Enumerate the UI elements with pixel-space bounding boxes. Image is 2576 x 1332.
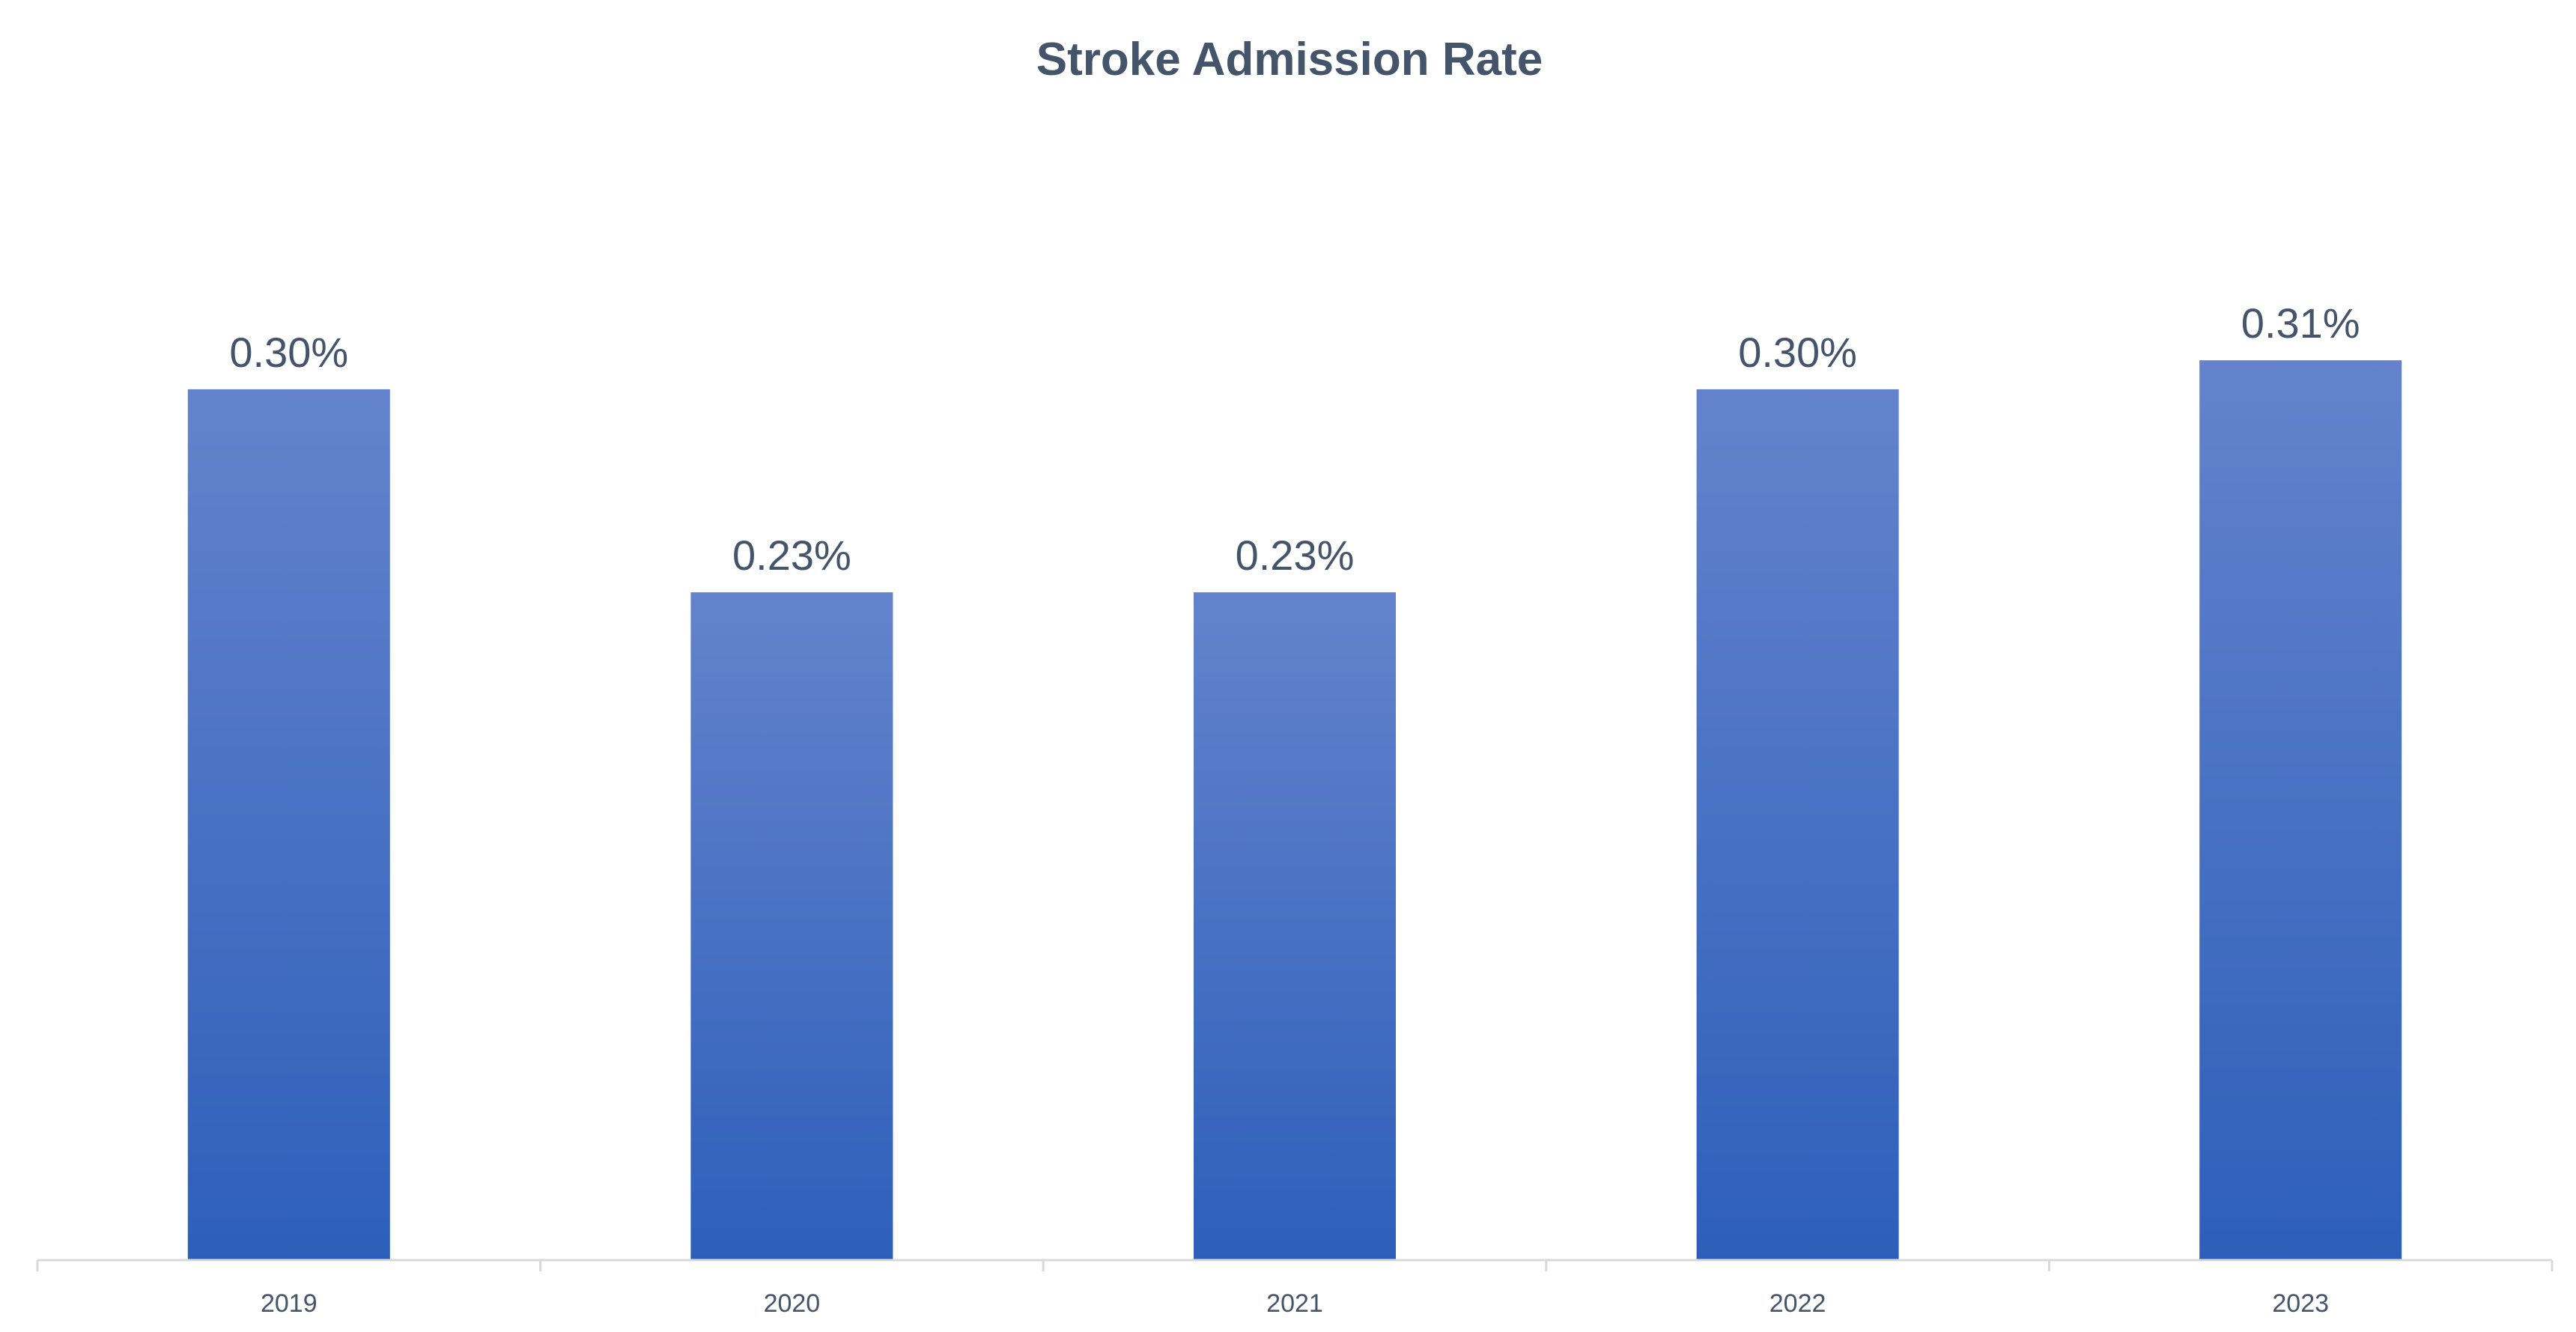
data-label-2023: 0.31% xyxy=(2241,299,2360,347)
bar-2022 xyxy=(1696,389,1899,1259)
x-tick-label-2022: 2022 xyxy=(1770,1289,1826,1318)
data-label-2022: 0.30% xyxy=(1738,329,1857,376)
x-tick-label-2023: 2023 xyxy=(2272,1289,2329,1318)
data-label-2019: 0.30% xyxy=(229,329,348,376)
data-labels-group: 0.30% 0.23% 0.23% 0.30% 0.31% xyxy=(229,299,2360,579)
x-tick-label-2019: 2019 xyxy=(261,1289,318,1318)
x-axis: 2019 2020 2021 2022 2023 xyxy=(36,1259,2554,1318)
data-label-2020: 0.23% xyxy=(732,532,851,579)
bar-2019 xyxy=(187,389,390,1259)
bar-2023 xyxy=(2199,360,2402,1260)
bars-group xyxy=(187,360,2402,1260)
x-tick-label-2020: 2020 xyxy=(764,1289,821,1318)
bar-2021 xyxy=(1194,592,1396,1259)
data-label-2021: 0.23% xyxy=(1236,532,1355,579)
x-tick-label-2021: 2021 xyxy=(1266,1289,1323,1318)
bar-2020 xyxy=(690,592,893,1259)
chart-title: Stroke Admission Rate xyxy=(1036,34,1543,85)
